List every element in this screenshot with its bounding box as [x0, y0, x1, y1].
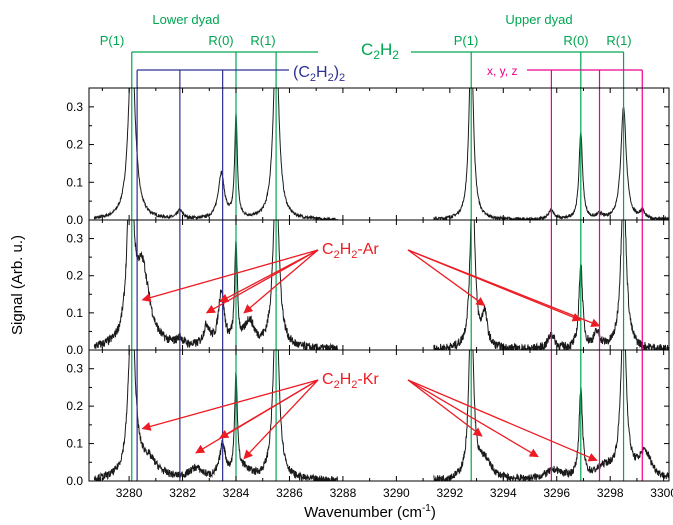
- xyz-label: x, y, z: [487, 64, 517, 78]
- c2h2-ar-label: C2H2-Ar: [322, 241, 379, 261]
- x-tick-label: 3292: [436, 486, 463, 500]
- y-tick-label: 0.1: [66, 437, 83, 451]
- dimer-label: (C2H2)2: [293, 64, 345, 84]
- x-tick-label: 3286: [276, 486, 303, 500]
- x-tick-label: 3290: [383, 486, 410, 500]
- c2h2-label: C2H2: [361, 40, 399, 62]
- y-tick-label: 0.3: [66, 100, 83, 114]
- y-tick-label: 0.0: [66, 213, 83, 227]
- y-tick-label: 0.1: [66, 306, 83, 320]
- x-tick-label: 3288: [330, 486, 357, 500]
- x-tick-label: 3298: [597, 486, 624, 500]
- ar-arrow: [407, 249, 486, 306]
- y-tick-label: 0.0: [66, 343, 83, 357]
- y-tick-label: 0.2: [66, 399, 83, 413]
- panel-frame: [88, 349, 670, 482]
- y-tick-label: 0.3: [66, 232, 83, 246]
- y-tick-label: 0.0: [66, 474, 83, 488]
- r1-upper-label: R(1): [606, 33, 631, 48]
- y-tick-label: 0.2: [66, 138, 83, 152]
- lower-dyad-label: Lower dyad: [152, 12, 219, 27]
- kr-arrow: [407, 379, 483, 437]
- kr-arrow: [407, 379, 598, 462]
- kr-arrow: [243, 379, 319, 460]
- kr-arrow: [407, 379, 539, 458]
- y-tick-label: 0.3: [66, 362, 83, 376]
- assignment-arrows: [141, 249, 601, 462]
- r1-lower-label: R(1): [250, 33, 275, 48]
- x-tick-label: 3284: [223, 486, 250, 500]
- axes-frame: 0.0 0.1 0.2 0.3 0.0 0.1 0.2 0.3 0.0 0.1 0.2 0.3 3280…: [66, 87, 673, 500]
- ar-arrow: [407, 249, 601, 328]
- c2h2-kr-label: C2H2-Kr: [322, 371, 379, 391]
- spectra-traces: [93, 88, 669, 481]
- spectrum-panel: [93, 88, 669, 220]
- spectrum-trace: [93, 220, 338, 350]
- y-tick-label: 0.2: [66, 269, 83, 283]
- x-tick-label: 3294: [490, 486, 517, 500]
- ar-arrow: [243, 249, 319, 314]
- upper-dyad-label: Upper dyad: [505, 12, 572, 27]
- y-tick-label: 0.1: [66, 175, 83, 189]
- ar-arrow: [219, 249, 319, 303]
- y-axis-label: Signal (Arb. u.): [9, 235, 26, 335]
- x-tick-label: 3280: [116, 486, 143, 500]
- p1-upper-label: P(1): [454, 33, 479, 48]
- x-tick-label: 3296: [543, 486, 570, 500]
- x-axis-label: Wavenumber (cm-1): [304, 503, 436, 521]
- x-tick-label: 3282: [169, 486, 196, 500]
- r0-lower-label: R(0): [208, 33, 233, 48]
- p1-lower-label: P(1): [100, 33, 125, 48]
- r0-upper-label: R(0): [563, 33, 588, 48]
- transition-lines: [131, 51, 643, 481]
- kr-arrow: [141, 379, 319, 431]
- ar-arrow: [141, 249, 319, 302]
- spectrum-trace: [93, 88, 339, 220]
- spectrum-trace: [93, 350, 338, 481]
- x-tick-label: 3300: [650, 486, 673, 500]
- kr-arrow: [219, 379, 319, 439]
